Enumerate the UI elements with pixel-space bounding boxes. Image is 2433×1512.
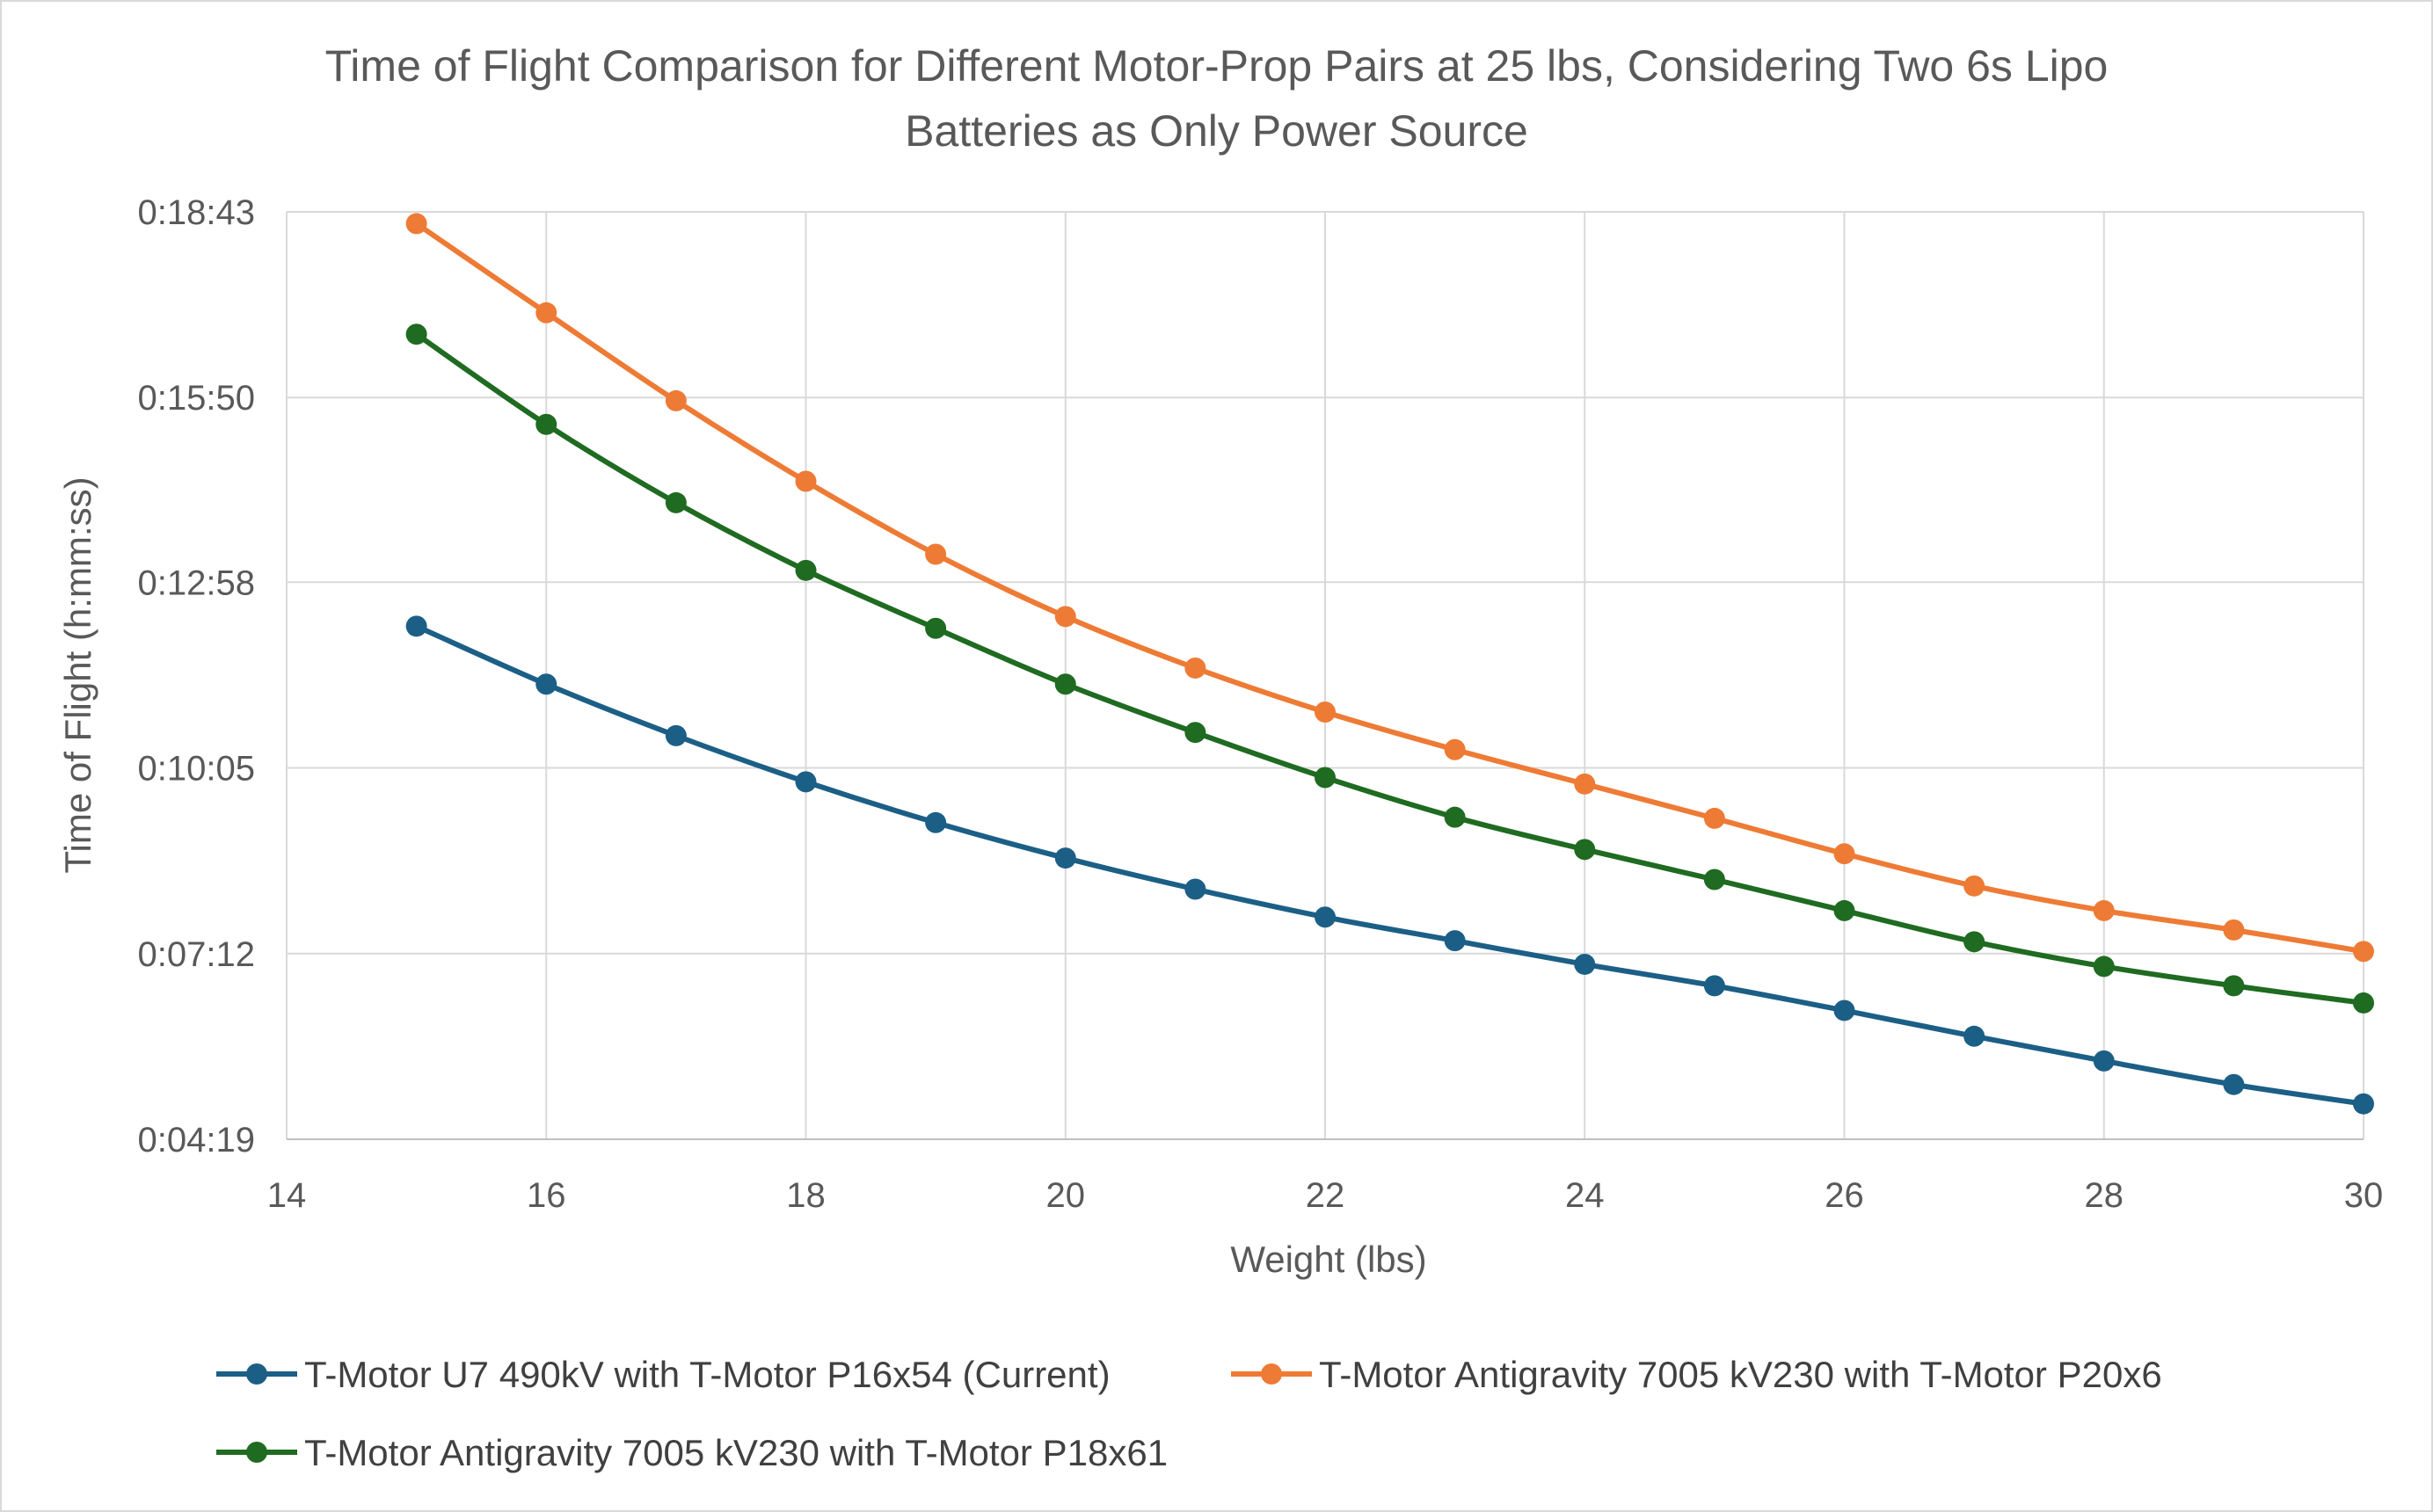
data-point [1833,899,1855,921]
series-line [415,623,2364,1107]
data-point [405,213,427,235]
x-tick-label: 26 [1825,1176,1864,1215]
data-point [2353,1093,2374,1115]
data-point [1703,975,1725,997]
data-point [665,724,687,746]
data-point [2093,956,2115,978]
data-point [795,559,817,581]
data-point [795,771,817,793]
x-axis-ticks: 14 16 18 20 22 24 26 28 30 [267,1176,2384,1215]
data-point [535,673,557,695]
data-point [1963,875,1985,897]
x-tick-label: 16 [527,1176,566,1215]
x-tick-label: 20 [1046,1176,1086,1215]
data-point [1963,931,1985,953]
data-point [1315,701,1336,723]
chart-title-line-2: Batteries as Only Power Source [905,106,1528,156]
y-axis-ticks: 0:04:19 0:07:12 0:10:05 0:12:58 0:15:50 0:18:… [138,193,255,1159]
data-point [405,323,427,345]
data-point [1574,953,1596,975]
legend-item-3: T-Motor Antigravity 7005 kV230 with T-Mo… [216,1432,1168,1473]
x-tick-label: 18 [786,1176,826,1215]
series-line [414,221,2364,955]
legend-item-2: T-Motor Antigravity 7005 kV230 with T-Mo… [1231,1354,2162,1395]
data-point [665,491,687,513]
data-point [1054,847,1076,869]
legend-marker [246,1442,267,1463]
series-3 [405,323,2374,1014]
x-tick-label: 24 [1565,1176,1605,1215]
data-point [2093,1050,2115,1072]
data-point [925,543,947,565]
data-point [1054,673,1076,695]
data-point [1444,738,1466,760]
chart-title-line-1: Time of Flight Comparison for Different … [324,41,2109,91]
data-point [1054,606,1076,628]
series-1 [405,615,2374,1115]
y-tick-label: 0:18:43 [138,193,255,232]
data-point [1703,869,1725,890]
data-point [1444,806,1466,828]
series-group [405,213,2374,1115]
legend-label: T-Motor Antigravity 7005 kV230 with T-Mo… [1319,1354,2162,1395]
y-tick-label: 0:15:50 [138,379,255,418]
series-line [414,331,2364,1006]
chart-title: Time of Flight Comparison for Different … [0,33,2433,164]
y-tick-label: 0:04:19 [138,1121,255,1159]
data-point [2223,919,2245,941]
legend-item-1: T-Motor U7 490kV with T-Motor P16x54 (Cu… [216,1354,1111,1395]
x-tick-label: 14 [267,1176,307,1215]
data-point [1315,767,1336,789]
y-tick-label: 0:10:05 [138,750,255,789]
data-point [925,617,947,639]
y-axis-title: Time of Flight (h:mm:ss) [57,476,98,873]
legend-marker [246,1363,267,1385]
data-point [665,389,687,411]
legend-label: T-Motor U7 490kV with T-Motor P16x54 (Cu… [304,1354,1111,1395]
x-tick-label: 30 [2344,1176,2384,1215]
legend-marker [1261,1363,1282,1385]
data-point [1703,807,1725,829]
data-point [795,470,817,492]
data-point [1184,657,1206,679]
y-tick-label: 0:12:58 [138,563,255,602]
data-point [1574,773,1596,795]
y-tick-label: 0:07:12 [138,935,255,974]
data-point [405,615,427,637]
x-tick-label: 22 [1306,1176,1345,1215]
data-point [1833,1000,1855,1021]
legend: T-Motor U7 490kV with T-Motor P16x54 (Cu… [216,1354,2162,1473]
x-tick-label: 28 [2085,1176,2124,1215]
series-2 [405,213,2374,963]
data-point [1963,1025,1985,1047]
data-point [2223,975,2245,997]
data-point [535,302,557,323]
data-point [1574,839,1596,861]
data-point [1315,906,1336,928]
data-point [1833,843,1855,865]
data-point [925,811,947,833]
data-point [2093,899,2115,921]
x-axis-title: Weight (lbs) [1230,1239,1426,1280]
data-point [1444,930,1466,952]
data-point [1184,878,1206,900]
data-point [2353,941,2374,963]
data-point [2223,1073,2245,1095]
legend-label: T-Motor Antigravity 7005 kV230 with T-Mo… [304,1432,1168,1473]
data-point [1184,722,1206,744]
data-point [535,413,557,435]
data-point [2353,992,2374,1014]
